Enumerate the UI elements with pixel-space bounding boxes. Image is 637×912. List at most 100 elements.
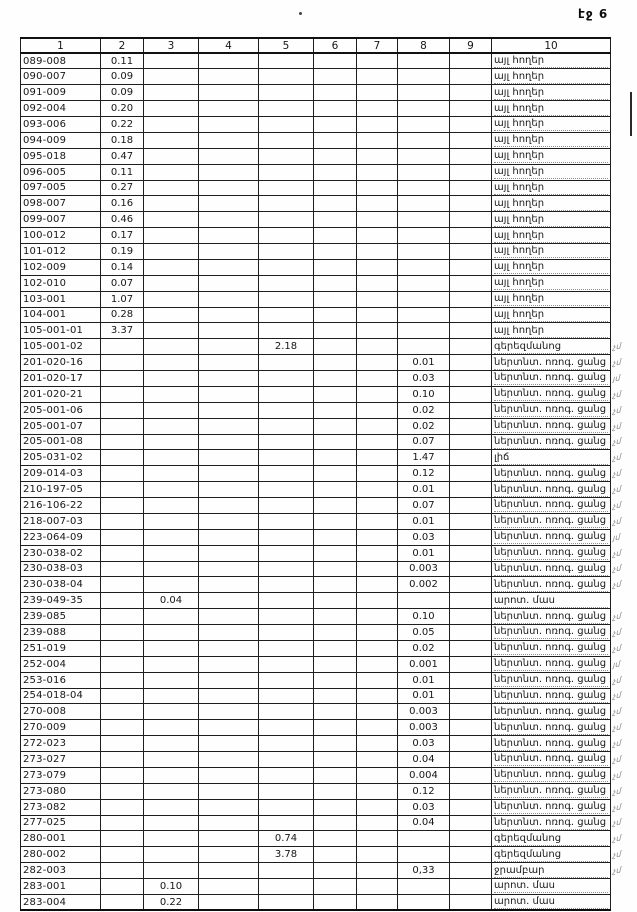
empty-cell — [198, 766, 259, 784]
area-value-cell: 3.78 — [258, 846, 314, 864]
empty-cell — [356, 576, 398, 594]
empty-cell — [313, 735, 357, 752]
land-use-label: լիճ — [494, 451, 608, 465]
land-use-label: ներտնտ. ոռոգ. ցանց — [494, 562, 608, 576]
empty-cell — [397, 243, 450, 260]
empty-cell — [449, 354, 492, 371]
empty-cell — [356, 512, 398, 530]
margin-note-cell: չմ — [611, 402, 637, 418]
empty-cell — [143, 179, 199, 197]
empty-cell — [143, 576, 199, 594]
empty-cell — [356, 211, 398, 229]
land-use-cell: այլ հողեր — [491, 163, 611, 181]
empty-cell — [198, 703, 259, 721]
table-row: 239-088 0.05 ներտնտ. ոռոգ. ցանց չմ — [20, 624, 637, 641]
area-value-cell: 0.004 — [397, 766, 450, 784]
column-header-3: 3 — [143, 37, 199, 54]
empty-cell — [143, 401, 199, 419]
table-row: 253-016 0.01 ներտնտ. ոռոգ. ցանց չմ — [20, 671, 637, 689]
empty-cell — [100, 735, 144, 752]
empty-cell — [198, 608, 259, 625]
table-row: 096-005 0.11 այլ հողեր — [20, 163, 637, 181]
area-value-cell: 0.14 — [100, 258, 144, 276]
empty-cell — [356, 592, 398, 610]
empty-cell — [100, 878, 144, 895]
land-use-cell: այլ հողեր — [491, 52, 611, 70]
empty-cell — [313, 782, 357, 800]
parcel-code-cell: 092-004 — [20, 100, 101, 117]
empty-cell — [313, 243, 357, 260]
empty-cell — [143, 719, 199, 737]
empty-cell — [356, 560, 398, 578]
empty-cell — [313, 766, 357, 784]
margin-note-cell: չմ — [611, 625, 637, 641]
empty-cell — [449, 195, 492, 213]
empty-cell — [143, 544, 199, 562]
empty-cell — [449, 576, 492, 594]
parcel-code-cell: 094-009 — [20, 131, 101, 149]
empty-cell — [100, 782, 144, 800]
area-value-cell: 0.01 — [397, 512, 450, 530]
margin-note-cell — [611, 228, 637, 244]
empty-cell — [198, 465, 259, 483]
parcel-code-cell: 273-027 — [20, 751, 101, 768]
empty-cell — [143, 100, 199, 117]
empty-cell — [449, 465, 492, 483]
empty-cell — [143, 385, 199, 403]
empty-cell — [100, 639, 144, 657]
empty-cell — [143, 655, 199, 673]
empty-cell — [258, 497, 314, 514]
handwritten-margin-note: չմ — [612, 452, 622, 463]
empty-cell — [258, 814, 314, 832]
empty-cell — [313, 179, 357, 197]
parcel-code-cell: 239-085 — [20, 608, 101, 625]
margin-note-cell: չմ — [611, 418, 637, 434]
margin-header-spacer — [611, 38, 637, 53]
table-row: 093-006 0.22 այլ հողեր — [20, 116, 637, 133]
land-parcel-table: 1 2 3 4 5 6 7 8 9 10 089-008 0.11 այլ հողեր 090-007 0… — [20, 37, 637, 912]
empty-cell — [258, 687, 314, 705]
empty-cell — [397, 131, 450, 149]
empty-cell — [143, 274, 199, 292]
margin-note-cell: չմ — [611, 339, 637, 355]
area-value-cell: 2.18 — [258, 338, 314, 356]
land-use-cell: այլ հողեր — [491, 100, 611, 117]
empty-cell — [397, 116, 450, 133]
empty-cell — [198, 544, 259, 562]
empty-cell — [143, 830, 199, 848]
land-use-label: այլ հողեր — [494, 165, 608, 180]
empty-cell — [449, 560, 492, 578]
empty-cell — [198, 798, 259, 816]
land-use-label: գերեզմանոց — [494, 848, 608, 862]
parcel-code-cell: 205-031-02 — [20, 449, 101, 467]
land-use-label: ներտնտ. ոռոգ. ցանց — [494, 356, 608, 370]
land-use-cell: ներտնտ. ոռոգ. ցանց — [491, 417, 611, 435]
empty-cell — [313, 147, 357, 165]
empty-cell — [198, 116, 259, 133]
empty-cell — [198, 322, 259, 340]
area-value-cell: 0.74 — [258, 830, 314, 848]
area-value-cell: 0.03 — [397, 798, 450, 816]
empty-cell — [198, 84, 259, 102]
land-use-label: այլ հողեր — [494, 292, 608, 307]
empty-cell — [356, 322, 398, 340]
empty-cell — [313, 433, 357, 451]
empty-cell — [397, 211, 450, 229]
empty-cell — [449, 639, 492, 657]
land-use-label: ներտնտ. ոռոգ. ցանց — [494, 816, 608, 830]
empty-cell — [143, 433, 199, 451]
empty-cell — [356, 703, 398, 721]
parcel-code-cell: 273-082 — [20, 798, 101, 816]
area-value-cell: 0.04 — [397, 814, 450, 832]
empty-cell — [356, 116, 398, 133]
land-use-cell: ներտնտ. ոռոգ. ցանց — [491, 655, 611, 673]
margin-note-cell: չմ — [611, 863, 637, 879]
empty-cell — [313, 719, 357, 737]
empty-cell — [100, 449, 144, 467]
empty-cell — [198, 417, 259, 435]
land-use-label: այլ հողեր — [494, 197, 608, 211]
area-value-cell: 0,33 — [397, 862, 450, 879]
margin-note-cell — [611, 164, 637, 180]
empty-cell — [143, 227, 199, 244]
land-use-cell: արոտ. մաս — [491, 893, 611, 912]
